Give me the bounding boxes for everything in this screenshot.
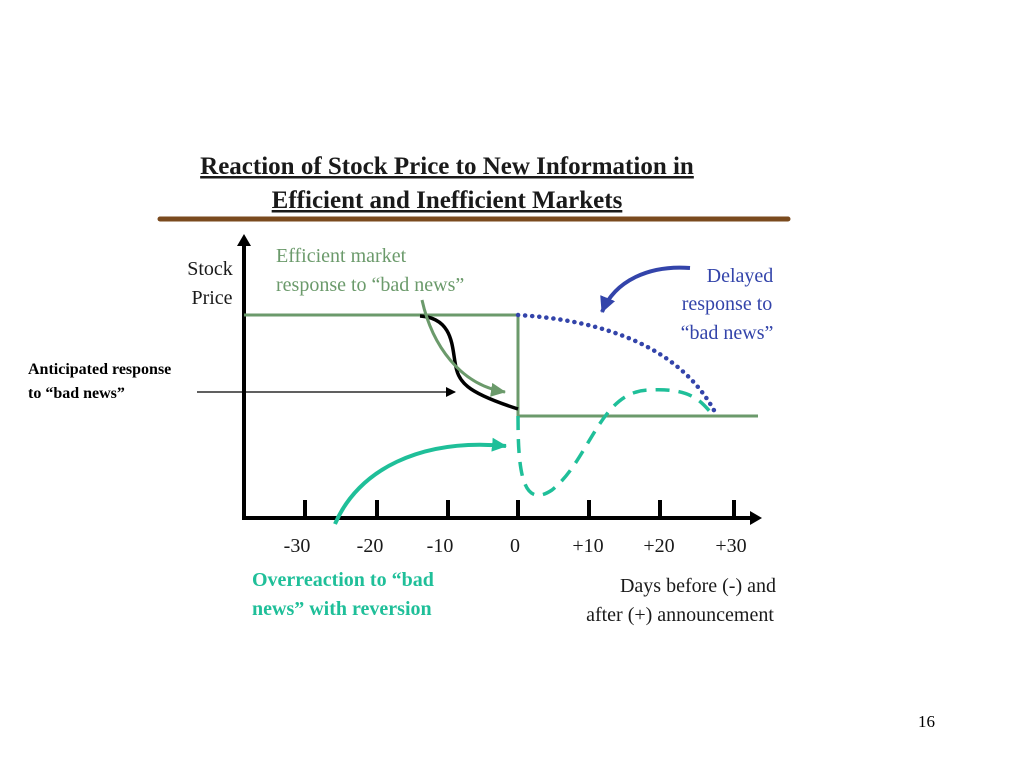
overreaction-label-line-1: Overreaction to “bad bbox=[252, 569, 434, 591]
title-line-2: Efficient and Inefficient Markets bbox=[272, 187, 623, 214]
x-axis-label-line-1: Days before (-) and bbox=[620, 575, 776, 597]
x-axis-ticks bbox=[303, 500, 736, 518]
overreaction-label-line-2: news” with reversion bbox=[252, 598, 432, 620]
tick-label: +10 bbox=[572, 535, 603, 557]
overreaction-curve bbox=[516, 388, 714, 497]
anticipated-response-curve bbox=[419, 314, 519, 411]
tick-label: -10 bbox=[427, 535, 454, 557]
efficient-label-line-1: Efficient market bbox=[276, 245, 407, 267]
delayed-label-line-1: Delayed bbox=[707, 265, 774, 287]
x-axis-label-line-2: after (+) announcement bbox=[586, 604, 774, 626]
tick-label: +20 bbox=[643, 535, 674, 557]
tick-label: -20 bbox=[357, 535, 384, 557]
delayed-label-line-2: response to bbox=[682, 293, 773, 315]
tick-label: 0 bbox=[510, 535, 520, 557]
tick-label: -30 bbox=[284, 535, 311, 557]
efficient-arrow bbox=[420, 299, 506, 397]
anticipated-label-line-1: Anticipated response bbox=[28, 361, 171, 378]
delayed-arrow bbox=[600, 265, 691, 313]
title-line-1: Reaction of Stock Price to New Informati… bbox=[200, 153, 694, 180]
delayed-label-line-3: “bad news” bbox=[681, 322, 774, 344]
efficient-label-line-2: response to “bad news” bbox=[276, 274, 464, 296]
y-axis-arrowhead bbox=[237, 234, 251, 246]
y-axis-label-line-1: Stock bbox=[187, 258, 233, 280]
x-axis-arrowhead bbox=[750, 511, 762, 525]
y-axis-label-line-2: Price bbox=[191, 287, 232, 309]
page-number: 16 bbox=[918, 712, 935, 731]
efficient-market-line bbox=[244, 313, 758, 418]
overreaction-arrow bbox=[333, 437, 507, 525]
delayed-response-curve bbox=[515, 312, 719, 417]
anticipated-label-line-2: to “bad news” bbox=[28, 385, 125, 402]
tick-label: +30 bbox=[715, 535, 746, 557]
